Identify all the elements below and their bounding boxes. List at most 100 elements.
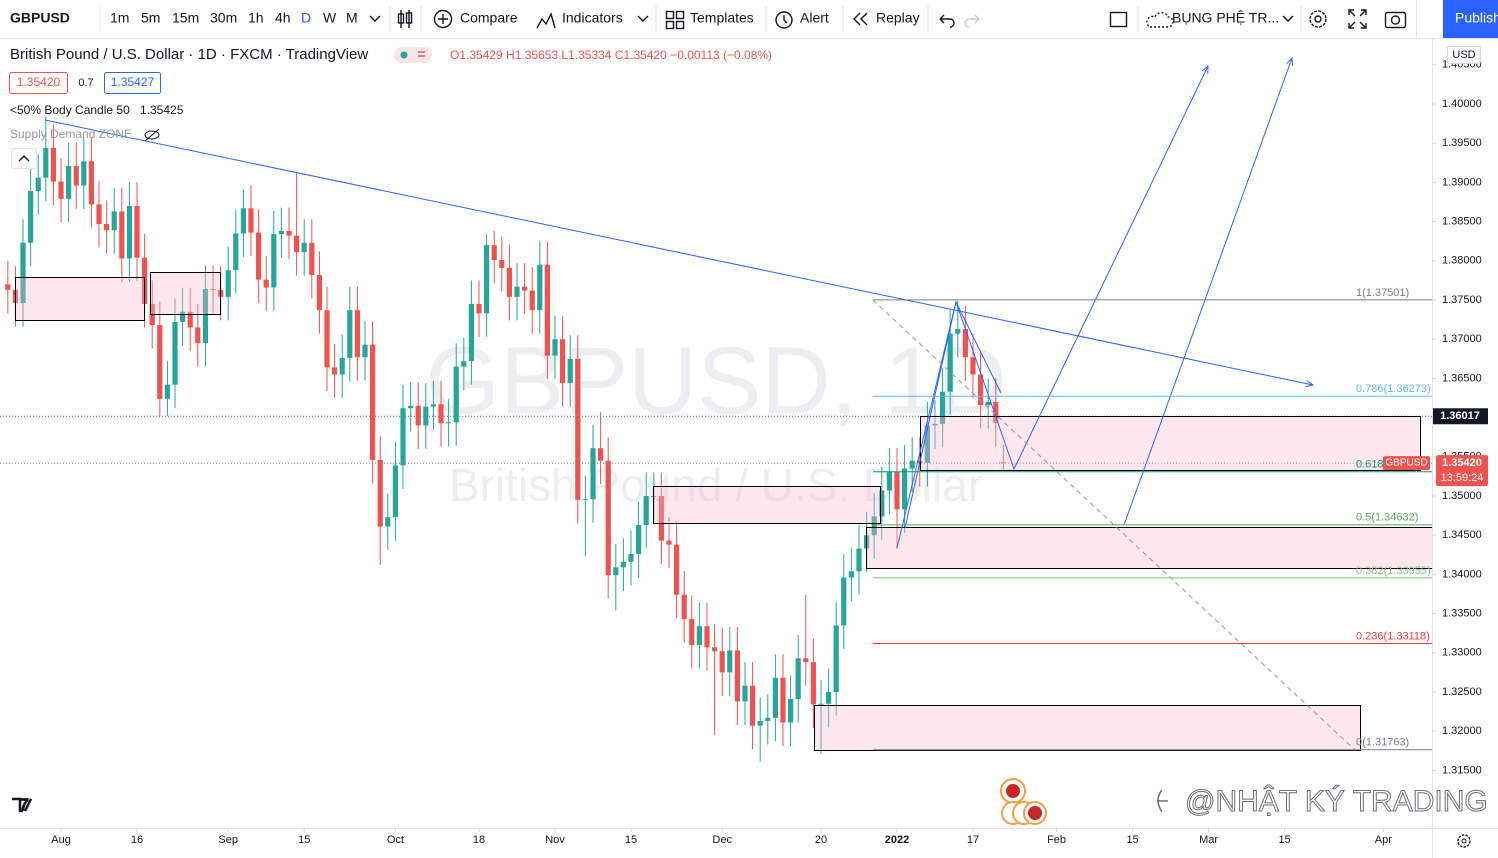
interval[interactable]: 1h: [248, 10, 264, 26]
layout-menu[interactable]: [1282, 15, 1294, 22]
indicator-name[interactable]: <50% Body Candle 50: [10, 103, 130, 117]
indicators-icon[interactable]: [536, 12, 556, 29]
settings[interactable]: [1309, 10, 1327, 28]
snapshot[interactable]: [1384, 11, 1407, 29]
y-tick-label: 1.35000: [1442, 490, 1482, 502]
x-tick-label: Sep: [218, 834, 238, 846]
candle-body: [392, 465, 399, 518]
undo[interactable]: [939, 14, 955, 28]
axis-settings[interactable]: [1457, 834, 1471, 848]
x-tick-label: 15: [1278, 834, 1290, 846]
fullscreen[interactable]: [1348, 9, 1367, 29]
candle-body: [187, 311, 193, 328]
symbol-search[interactable]: GBPUSD: [10, 10, 70, 26]
sell-button[interactable]: [9, 72, 68, 94]
chart-type-button[interactable]: [397, 10, 413, 28]
candle-body: [347, 310, 353, 359]
replay-button[interactable]: Replay: [876, 10, 920, 26]
interval-active[interactable]: D: [301, 10, 311, 26]
buy-price[interactable]: 1.35427: [111, 75, 155, 89]
compare-icon[interactable]: [433, 9, 453, 29]
replay-icon[interactable]: [853, 12, 868, 26]
market-status: [394, 47, 432, 63]
interval[interactable]: 1m: [110, 10, 129, 26]
interval-menu[interactable]: [369, 15, 381, 22]
y-tick-label: 1.36500: [1442, 372, 1482, 384]
toolbar-bg: [0, 0, 1498, 38]
candle-body: [81, 161, 87, 186]
candle-body: [58, 181, 64, 199]
indicators-button[interactable]: Indicators: [562, 10, 623, 26]
candle-body: [825, 691, 832, 704]
x-tick-label: 15: [298, 834, 310, 846]
collapse-legend[interactable]: [11, 148, 37, 169]
candle-body: [309, 242, 315, 275]
candle-body: [324, 310, 330, 368]
collapse-icon[interactable]: [18, 155, 30, 162]
buy-button[interactable]: [104, 72, 161, 94]
candle-body: [377, 459, 383, 527]
price-line-label-bg: [1433, 408, 1488, 425]
templates-icon[interactable]: [665, 10, 685, 30]
candle-body: [734, 650, 740, 702]
demand-zone: [866, 527, 1432, 569]
redo[interactable]: [964, 14, 980, 28]
candle-body: [476, 303, 482, 314]
publish-button[interactable]: Publish: [1455, 10, 1498, 26]
templates-button[interactable]: Templates: [690, 10, 754, 26]
layout-button[interactable]: [1109, 11, 1128, 28]
alert-icon[interactable]: [775, 11, 793, 29]
legend-ohlc: O1.35429 H1.35653 L1.35334 C1.35420 −0.0…: [450, 48, 772, 62]
x-tick-label: 18: [473, 834, 485, 846]
candle-body: [50, 147, 57, 182]
publish-button-bg[interactable]: [1443, 0, 1498, 38]
interval[interactable]: 4h: [275, 10, 291, 26]
currency[interactable]: USD: [1452, 49, 1475, 61]
candle-body: [856, 548, 862, 572]
legend: British Pound / U.S. Dollar · 1D · FXCM …: [9, 46, 772, 169]
indicators-menu[interactable]: [637, 15, 649, 22]
interval[interactable]: W: [323, 10, 337, 26]
candle-body: [88, 161, 95, 205]
currency-button[interactable]: [1447, 46, 1481, 64]
cloud-icon: [1146, 11, 1174, 28]
compare-button[interactable]: Compare: [460, 10, 518, 26]
candle-body: [438, 404, 444, 424]
candle-body: [385, 517, 391, 527]
status-icon: [418, 51, 425, 57]
candle-body: [430, 404, 437, 407]
candle-body: [210, 289, 216, 291]
economic-events: [1000, 778, 1047, 825]
hidden-icon[interactable]: [144, 128, 160, 142]
fib-label: 1(1.37501): [1356, 287, 1409, 299]
candle-body: [544, 264, 551, 356]
layout-name[interactable]: BỤNG PHỆ TR...: [1172, 10, 1279, 26]
x-tick-label: 15: [625, 834, 637, 846]
x-tick-label: Mar: [1199, 834, 1218, 846]
tv-logo: 𝟕: [19, 795, 29, 814]
x-tick-label: 20: [815, 834, 827, 846]
candle-body: [658, 495, 664, 541]
candle-body: [560, 339, 566, 384]
sell-price[interactable]: 1.35420: [17, 75, 61, 89]
candle-body: [689, 619, 695, 645]
demand-zone: [814, 705, 1361, 751]
interval[interactable]: M: [346, 10, 358, 26]
interval[interactable]: 15m: [172, 10, 199, 26]
y-tick-label: 1.39500: [1442, 137, 1482, 149]
candle-body: [833, 625, 839, 692]
candle-body: [134, 205, 140, 258]
y-tick-label: 1.40000: [1442, 98, 1482, 110]
price-line-label: 1.36017: [1440, 410, 1480, 422]
candle-body: [924, 425, 930, 464]
y-tick-label: 1.31500: [1442, 764, 1482, 776]
interval[interactable]: 5m: [141, 10, 160, 26]
flag: [1028, 806, 1042, 820]
alert-button[interactable]: Alert: [800, 10, 829, 26]
x-tick-label: 2022: [885, 834, 909, 846]
indicator-name[interactable]: Supply Demand ZONE: [10, 127, 132, 141]
drawings: [15, 58, 1432, 751]
candle-body: [909, 460, 915, 469]
candle-body: [43, 147, 49, 178]
interval[interactable]: 30m: [210, 10, 237, 26]
